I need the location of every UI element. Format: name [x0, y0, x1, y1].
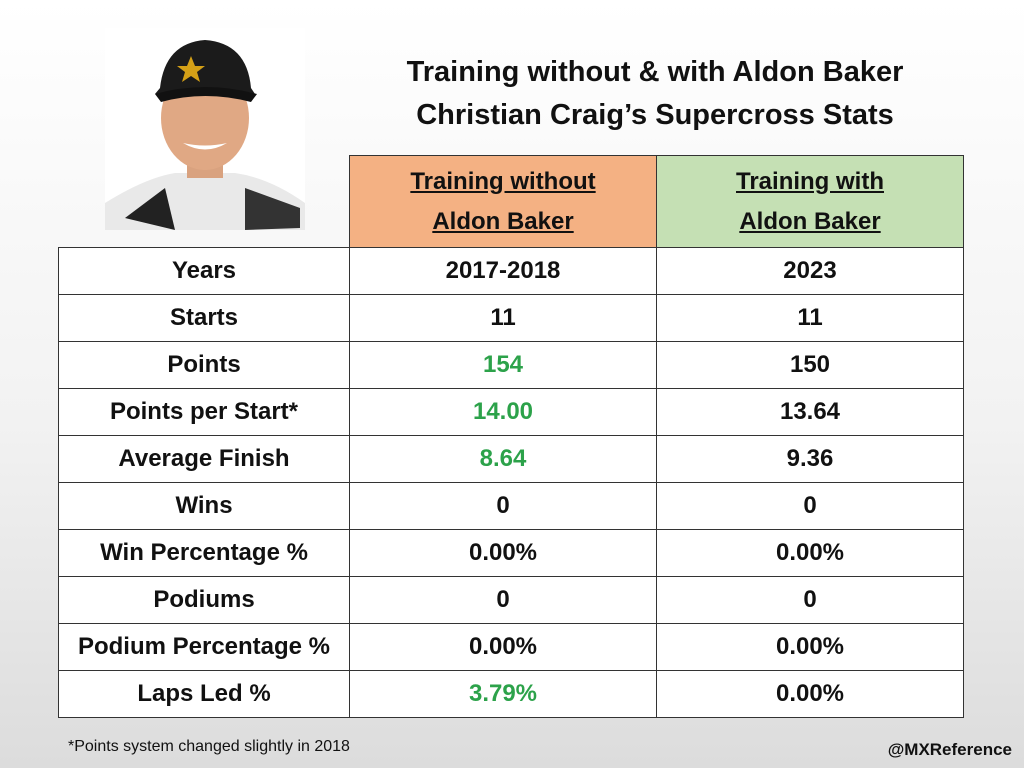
header-line: Aldon Baker — [739, 207, 881, 235]
cell: 8.64 — [349, 435, 657, 483]
table-row: Points per Start* 14.00 13.64 — [58, 388, 964, 436]
row-label: Points per Start* — [58, 388, 350, 436]
cell: 13.64 — [656, 388, 964, 436]
cell: 0 — [656, 576, 964, 624]
row-label: Win Percentage % — [58, 529, 350, 577]
cell: 150 — [656, 341, 964, 389]
table-row: Podiums 0 0 — [58, 576, 964, 624]
row-label: Points — [58, 341, 350, 389]
cell: 3.79% — [349, 670, 657, 718]
table-row: Laps Led % 3.79% 0.00% — [58, 670, 964, 718]
cell: 0 — [656, 482, 964, 530]
title-line: Christian Craig’s Supercross Stats — [416, 99, 894, 131]
cell: 0.00% — [656, 529, 964, 577]
credit: @MXReference — [887, 740, 1012, 759]
table-row: Points 154 150 — [58, 341, 964, 389]
table-body: Years 2017-2018 2023 Starts 11 11 Points 154 150… — [58, 247, 964, 718]
cell: 0.00% — [656, 623, 964, 671]
header-cell: Training without Aldon Baker — [349, 155, 657, 248]
cell: 11 — [656, 294, 964, 342]
row-label: Average Finish — [58, 435, 350, 483]
header-line: Training with — [736, 167, 884, 195]
cell: 14.00 — [349, 388, 657, 436]
stats-table: Training without Aldon Baker Training wit… — [58, 155, 964, 718]
table-row: Years 2017-2018 2023 — [58, 247, 964, 295]
row-label: Podiums — [58, 576, 350, 624]
empty-cell — [59, 156, 350, 248]
row-label: Wins — [58, 482, 350, 530]
cell: 11 — [349, 294, 657, 342]
table-row: Starts 11 11 — [58, 294, 964, 342]
cell: 0 — [349, 482, 657, 530]
table-row: Wins 0 0 — [58, 482, 964, 530]
row-label: Starts — [58, 294, 350, 342]
cell: 0.00% — [656, 670, 964, 718]
cell: 154 — [349, 341, 657, 389]
row-label: Podium Percentage % — [58, 623, 350, 671]
table-row: Podium Percentage % 0.00% 0.00% — [58, 623, 964, 671]
cell: 2023 — [656, 247, 964, 295]
cell: 0.00% — [349, 623, 657, 671]
footnote: *Points system changed slightly in 2018 — [68, 738, 350, 755]
table-row: Win Percentage % 0.00% 0.00% — [58, 529, 964, 577]
row-label: Years — [58, 247, 350, 295]
cell: 2017-2018 — [349, 247, 657, 295]
cell: 0 — [349, 576, 657, 624]
cell: 0.00% — [349, 529, 657, 577]
cell: 9.36 — [656, 435, 964, 483]
rider-photo — [105, 28, 305, 230]
header-row: Training without Aldon Baker Training wit… — [59, 155, 964, 248]
table-row: Average Finish 8.64 9.36 — [58, 435, 964, 483]
header-line: Training without — [410, 167, 596, 195]
title-line: Training without & with Aldon Baker — [406, 56, 904, 88]
header-cell: Training with Aldon Baker — [656, 155, 964, 248]
header-line: Aldon Baker — [432, 207, 574, 235]
row-label: Laps Led % — [58, 670, 350, 718]
